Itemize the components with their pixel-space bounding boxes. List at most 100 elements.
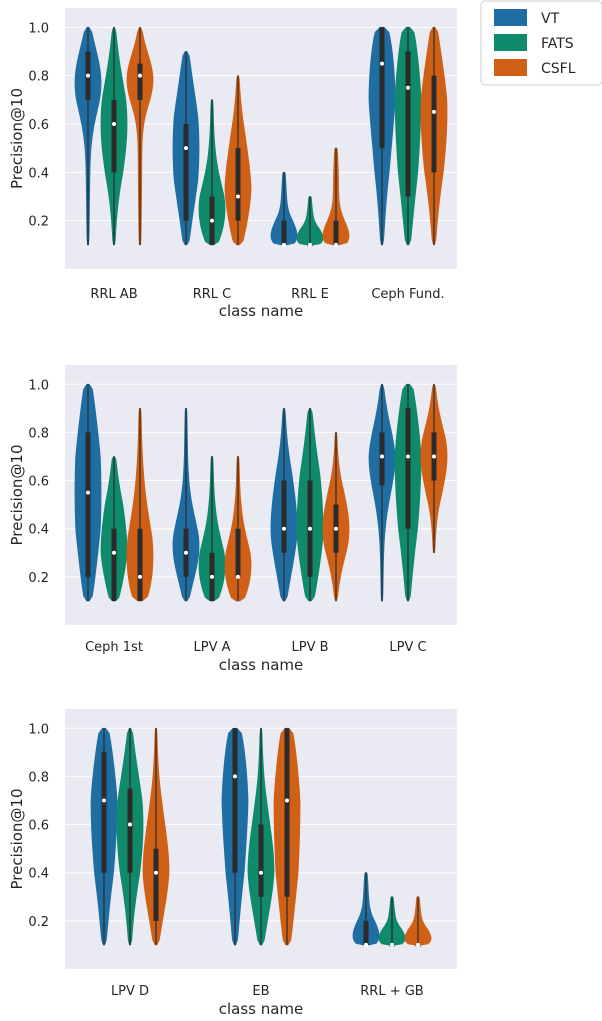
violin-iqr-box — [405, 51, 411, 197]
violin-csfl-2 — [404, 896, 432, 947]
legend-swatch-fats — [494, 34, 527, 51]
violin-iqr-box — [379, 432, 385, 486]
violin-median-point — [390, 942, 394, 947]
violin-fats-2 — [296, 407, 324, 602]
legend-swatch-csfl — [494, 59, 527, 76]
violin-iqr-box — [258, 824, 264, 897]
legend-entry-csfl: CSFL — [494, 59, 576, 77]
x-axis-label: class name — [219, 656, 304, 674]
legend-label-csfl: CSFL — [541, 61, 576, 77]
violin-csfl-2 — [322, 432, 350, 602]
y-tick-label: 1.0 — [28, 722, 49, 737]
violin-iqr-box — [137, 528, 143, 601]
violin-iqr-box — [284, 728, 290, 897]
violin-iqr-box — [127, 788, 133, 873]
violin-median-point — [432, 454, 436, 459]
violin-iqr-box — [137, 63, 143, 100]
violin-median-point — [285, 798, 289, 803]
chart-panel-1: 0.2 0.4 0.6 0.8 1.0 RRL AB RRL C RRL E Ceph Fund… — [8, 8, 457, 320]
violin-median-point — [380, 454, 384, 459]
violin-csfl-0 — [126, 26, 154, 246]
legend-entry-vt: VT — [494, 9, 560, 27]
y-axis-label: Precision@10 — [8, 444, 26, 545]
violin-vt-1 — [221, 727, 249, 946]
violin-csfl-3 — [420, 26, 448, 246]
y-tick-label: 1.0 — [28, 378, 49, 393]
y-tick-label: 0.6 — [28, 819, 49, 834]
violin-iqr-box — [431, 75, 437, 173]
violin-fats-1 — [198, 99, 226, 246]
violin-iqr-box — [281, 480, 287, 553]
y-tick-label: 0.8 — [28, 70, 49, 85]
violin-iqr-box — [85, 432, 91, 577]
violin-vt-3 — [368, 26, 396, 246]
violin-fats-1 — [247, 727, 275, 946]
x-tick-label: RRL C — [193, 287, 232, 302]
violin-median-point — [102, 798, 106, 803]
y-tick-label: 0.2 — [28, 571, 49, 586]
violin-csfl-2 — [322, 147, 350, 247]
x-axis-label: class name — [219, 1000, 304, 1018]
violin-vt-2 — [352, 872, 380, 947]
violin-iqr-box — [101, 752, 107, 873]
y-tick-label: 0.4 — [28, 867, 49, 882]
violin-fats-3 — [394, 383, 422, 602]
violin-vt-3 — [368, 383, 396, 602]
legend-label-vt: VT — [541, 11, 560, 27]
y-tick-label: 0.4 — [28, 166, 49, 181]
violin-fats-1 — [198, 456, 226, 602]
violin-median-point — [112, 550, 116, 555]
violin-median-point — [236, 574, 240, 579]
violin-csfl-0 — [126, 407, 154, 602]
x-tick-label: RRL AB — [90, 287, 137, 302]
y-tick-label: 0.8 — [28, 426, 49, 441]
violin-median-point — [233, 774, 237, 779]
violin-median-point — [308, 242, 312, 247]
x-tick-label: LPV D — [111, 984, 149, 999]
violin-iqr-box — [235, 148, 241, 221]
violin-csfl-3 — [420, 383, 448, 554]
violin-iqr-box — [333, 220, 339, 245]
x-tick-label: RRL + GB — [360, 984, 423, 999]
violin-fats-0 — [116, 727, 144, 946]
y-tick-label: 0.2 — [28, 215, 49, 230]
violin-iqr-box — [153, 848, 159, 921]
legend-entry-fats: FATS — [494, 34, 574, 52]
x-tick-label: RRL E — [291, 287, 329, 302]
violin-median-point — [259, 870, 263, 875]
violin-median-point — [282, 242, 286, 247]
violin-iqr-box — [235, 528, 241, 577]
violin-median-point — [210, 218, 214, 223]
chart-panel-3: 0.2 0.4 0.6 0.8 1.0 LPV D EB RRL + GB class name… — [8, 709, 457, 1018]
violin-median-point — [138, 73, 142, 78]
violin-iqr-box — [363, 920, 369, 945]
violin-csfl-1 — [224, 456, 252, 602]
violin-vt-1 — [172, 407, 200, 602]
violin-median-point — [128, 822, 132, 827]
violin-median-point — [210, 574, 214, 579]
y-tick-label: 0.6 — [28, 118, 49, 133]
x-tick-label: EB — [252, 984, 269, 999]
violin-median-point — [112, 122, 116, 126]
legend-label-fats: FATS — [541, 36, 574, 52]
violin-median-point — [86, 73, 90, 78]
violin-iqr-box — [111, 528, 117, 601]
x-tick-label: LPV C — [389, 640, 426, 655]
violin-csfl-1 — [273, 727, 301, 946]
violin-median-point — [154, 870, 158, 875]
chart-panels: 0.2 0.4 0.6 0.8 1.0 RRL AB RRL C RRL E Ceph Fund… — [8, 8, 457, 1018]
violin-vt-1 — [172, 51, 200, 246]
violin-iqr-box — [379, 27, 385, 149]
violin-median-point — [308, 526, 312, 531]
chart-panel-2: 0.2 0.4 0.6 0.8 1.0 Ceph 1st LPV A LPV B LPV C cl… — [8, 365, 457, 674]
violin-median-point — [86, 490, 90, 495]
violin-vt-0 — [90, 727, 118, 946]
violin-median-point — [364, 942, 368, 947]
violin-median-point — [282, 526, 286, 531]
x-tick-label: LPV A — [193, 640, 230, 655]
legend-swatch-vt — [494, 9, 527, 26]
violin-median-point — [138, 574, 142, 579]
y-tick-label: 0.2 — [28, 915, 49, 930]
y-tick-label: 0.6 — [28, 475, 49, 490]
